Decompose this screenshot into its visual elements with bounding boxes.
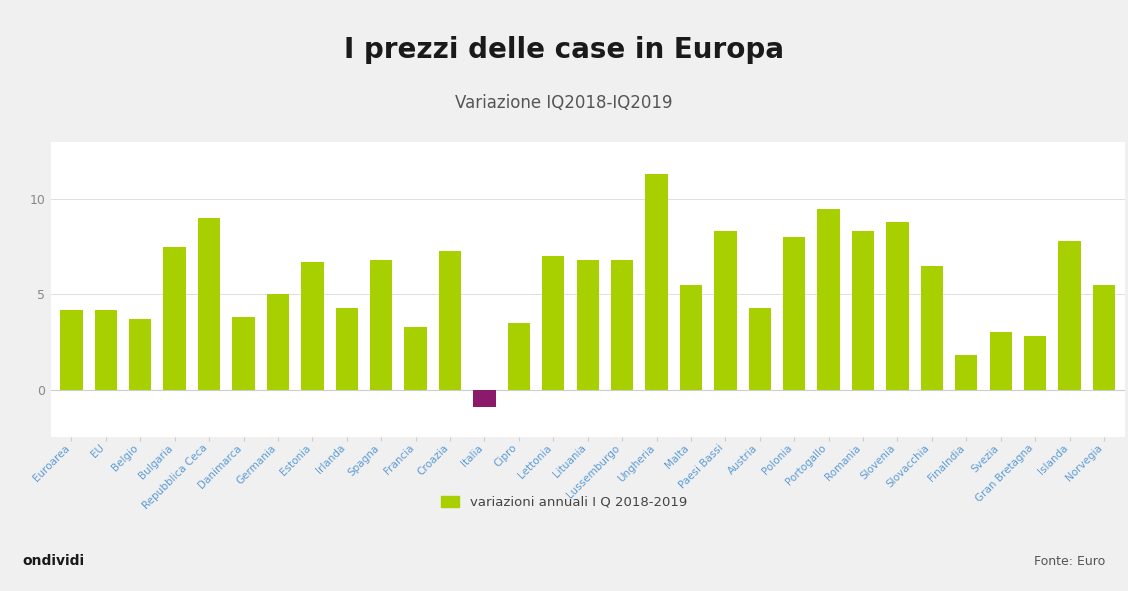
Bar [920, 266, 943, 389]
Bar [852, 232, 874, 389]
Bar [474, 389, 495, 407]
Bar [989, 333, 1012, 389]
Legend: variazioni annuali I Q 2018-2019: variazioni annuali I Q 2018-2019 [435, 491, 693, 514]
Bar [749, 308, 770, 389]
Bar [818, 209, 840, 389]
Bar [645, 174, 668, 389]
Bar [887, 222, 909, 389]
Text: ondividi: ondividi [23, 554, 85, 569]
Bar [129, 319, 151, 389]
Text: Fonte: Euro: Fonte: Euro [1034, 555, 1105, 568]
Bar [783, 237, 805, 389]
Bar [232, 317, 255, 389]
Bar [301, 262, 324, 389]
Bar [405, 327, 426, 389]
Bar [60, 310, 82, 389]
Bar [714, 232, 737, 389]
Bar [611, 260, 633, 389]
Bar [164, 246, 186, 389]
Bar [680, 285, 702, 389]
Bar [370, 260, 393, 389]
Bar [1058, 241, 1081, 389]
Bar [543, 256, 564, 389]
Text: I prezzi delle case in Europa: I prezzi delle case in Europa [344, 37, 784, 64]
Bar [197, 218, 220, 389]
Bar [955, 355, 978, 389]
Bar [266, 294, 289, 389]
Bar [508, 323, 530, 389]
Bar [576, 260, 599, 389]
Bar [1024, 336, 1047, 389]
Text: Variazione IQ2018-IQ2019: Variazione IQ2018-IQ2019 [456, 93, 672, 112]
Bar [95, 310, 117, 389]
Bar [335, 308, 358, 389]
Bar [1093, 285, 1116, 389]
Bar [439, 251, 461, 389]
